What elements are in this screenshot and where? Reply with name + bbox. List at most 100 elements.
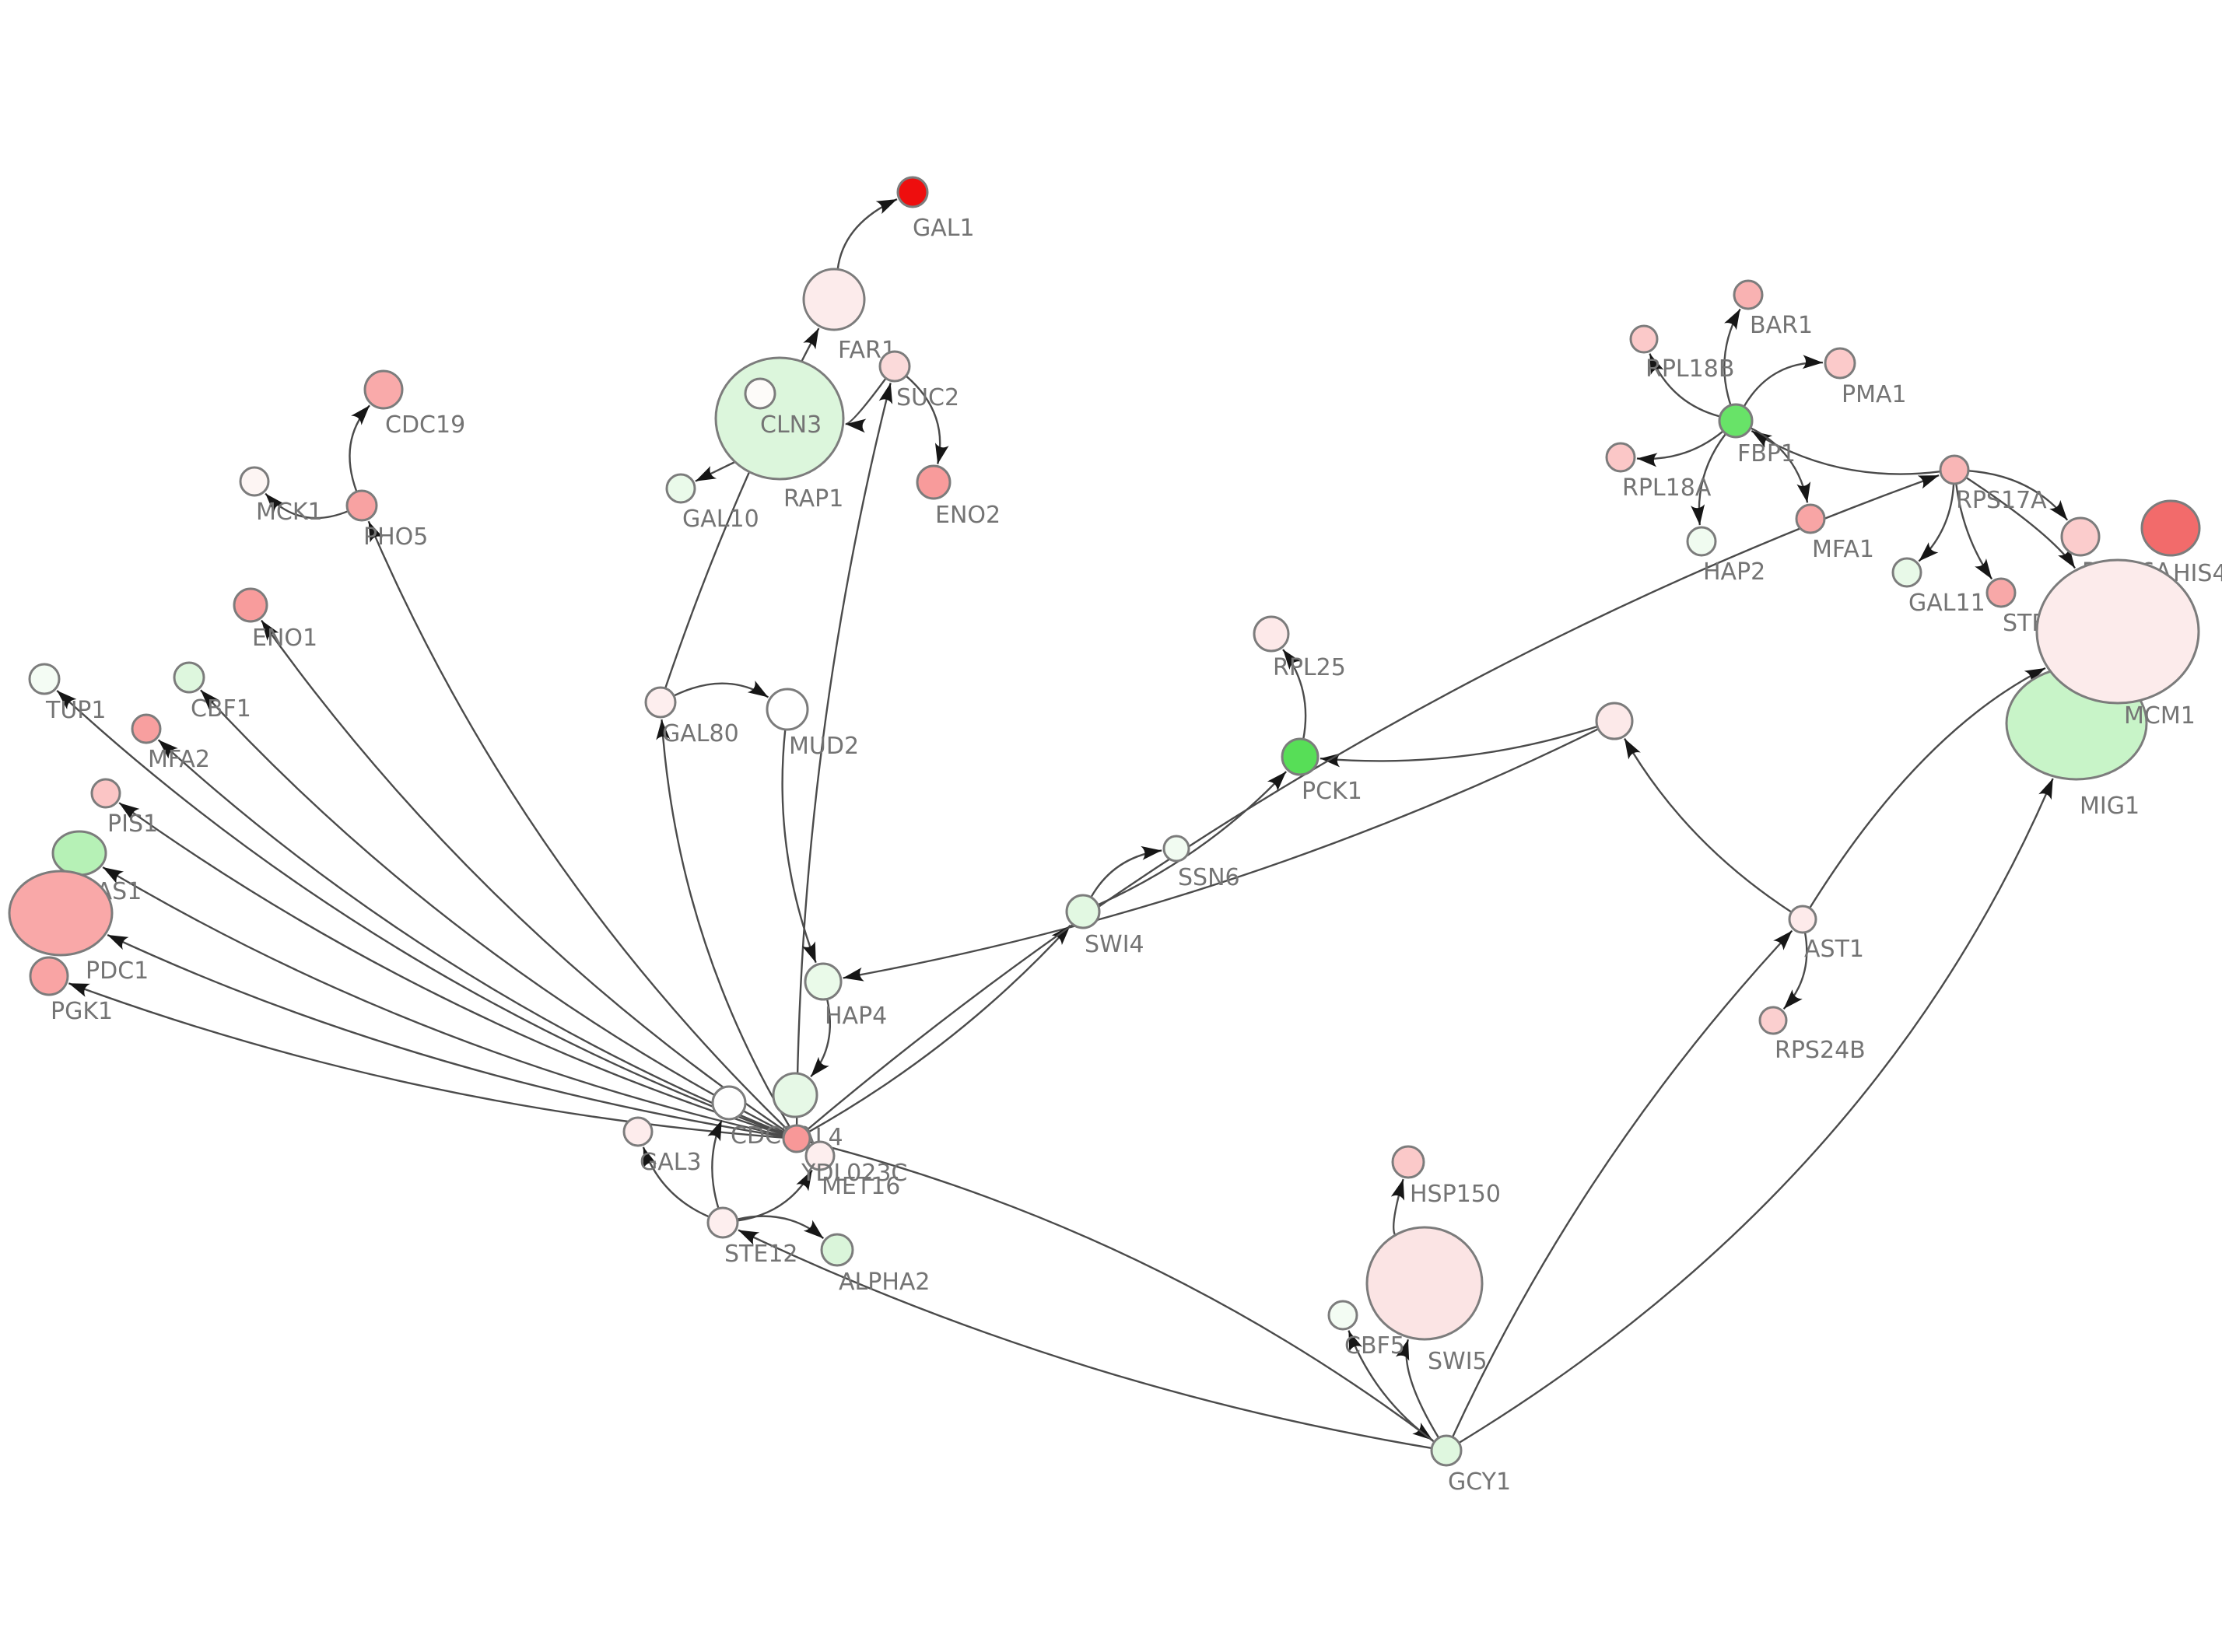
- node-circle-RPL18A[interactable]: [1605, 442, 1636, 473]
- node-MET16[interactable]: MET16: [804, 1140, 900, 1200]
- node-YDL023C[interactable]: YDL023C: [782, 1124, 907, 1187]
- node-GAL11[interactable]: GAL11: [1891, 557, 1985, 617]
- node-circle-SWI4[interactable]: [1065, 894, 1101, 929]
- edge-RPS17A-GAL11[interactable]: [1918, 483, 1955, 562]
- node-MUD2[interactable]: MUD2: [766, 688, 859, 760]
- edge-RAP1-GAL10[interactable]: [695, 460, 737, 482]
- edge-SWI4-PCK1[interactable]: [1097, 771, 1288, 906]
- node-MFA2[interactable]: MFA2: [131, 713, 210, 773]
- node-circle-AST1[interactable]: [1788, 905, 1817, 934]
- edge-YDL023C-GCY1[interactable]: [809, 1141, 1434, 1441]
- node-circle-GAL10[interactable]: [665, 473, 696, 504]
- edge-FBP1-PMA1[interactable]: [1743, 355, 1824, 408]
- node-circle-CDC19[interactable]: [363, 369, 404, 410]
- node-RPL18B[interactable]: RPL18B: [1629, 324, 1734, 383]
- edge-GCY1-CBF5[interactable]: [1348, 1330, 1435, 1443]
- edge-PHO5-MCK1[interactable]: [265, 492, 349, 520]
- edge-FBP1-MFA1[interactable]: [1750, 427, 1811, 503]
- node-circle-CDC28[interactable]: [711, 1085, 747, 1121]
- edge-STE12-GAL3[interactable]: [642, 1146, 710, 1218]
- node-circle-PMA1[interactable]: [1824, 347, 1856, 380]
- node-circle-STE2[interactable]: [1985, 577, 2017, 608]
- edge-STE12-CDC28[interactable]: [707, 1119, 723, 1209]
- node-PIS1[interactable]: PIS1: [90, 778, 158, 838]
- node-circle-SSN6[interactable]: [1162, 835, 1190, 863]
- node-circle-FAR1[interactable]: [802, 268, 866, 331]
- edge-GCY1-SWI5[interactable]: [1395, 1339, 1440, 1439]
- edge-HAP4-GAL4[interactable]: [810, 999, 832, 1078]
- node-circle-FBP1[interactable]: [1718, 403, 1754, 439]
- node-GAL1[interactable]: GAL1: [896, 176, 975, 242]
- node-RPL18A[interactable]: RPL18A: [1605, 442, 1712, 502]
- node-SWI5[interactable]: SWI5: [1365, 1226, 1488, 1375]
- node-circle-MFA1[interactable]: [1795, 503, 1826, 534]
- node-circle-PHO5[interactable]: [345, 489, 378, 522]
- node-circle-RPS17A[interactable]: [1939, 454, 1970, 485]
- node-circle-NODE_X[interactable]: [1595, 702, 1634, 740]
- node-FBP1[interactable]: FBP1: [1718, 403, 1796, 467]
- node-circle-MET16[interactable]: [804, 1140, 836, 1171]
- edge-STE12-MET16[interactable]: [737, 1169, 813, 1222]
- edge-YDL023C-CBF1[interactable]: [200, 689, 786, 1134]
- edge-YDL023C-GAL80[interactable]: [656, 719, 791, 1129]
- edge-GCY1-MIG1[interactable]: [1458, 778, 2054, 1444]
- edge-YDL023C-TUP1[interactable]: [56, 690, 785, 1136]
- edge-YDL023C-RPS17A[interactable]: [806, 474, 1940, 1131]
- node-circle-TUP1[interactable]: [28, 663, 61, 695]
- edge-RPS17A-RPL16A[interactable]: [1968, 470, 2069, 521]
- node-circle-SUC2[interactable]: [878, 350, 911, 383]
- node-PHO5[interactable]: PHO5: [345, 489, 428, 551]
- node-circle-HIS4[interactable]: [2140, 499, 2201, 557]
- node-circle-PCK1[interactable]: [1281, 737, 1320, 776]
- node-CLN3[interactable]: CLN3: [744, 377, 822, 439]
- edge-FAR1-GAL1[interactable]: [836, 198, 898, 270]
- edge-SUC2-RAP1[interactable]: [845, 377, 887, 433]
- node-PGK1[interactable]: PGK1: [29, 956, 113, 1025]
- node-circle-RPL16A[interactable]: [2060, 516, 2101, 557]
- node-RPS17A[interactable]: RPS17A: [1939, 454, 2047, 514]
- node-ALPHA2[interactable]: ALPHA2: [820, 1233, 931, 1296]
- edge-RPS17A-MCM1[interactable]: [1965, 476, 2077, 569]
- node-circle-CBF1[interactable]: [173, 661, 205, 694]
- edge-PHO5-CDC19[interactable]: [349, 404, 370, 492]
- node-circle-GAL1[interactable]: [896, 176, 929, 208]
- node-circle-ENO2[interactable]: [916, 464, 952, 500]
- node-SUC2[interactable]: SUC2: [878, 350, 959, 411]
- node-circle-MUD2[interactable]: [766, 688, 809, 731]
- node-circle-PGK1[interactable]: [29, 956, 69, 996]
- node-FAR1[interactable]: FAR1: [802, 268, 896, 364]
- node-CDC19[interactable]: CDC19: [363, 369, 465, 439]
- edge-YDL023C-RAS1[interactable]: [102, 866, 784, 1137]
- edge-AST1-NODE_X[interactable]: [1623, 737, 1793, 913]
- edge-YDL023C-PGK1[interactable]: [68, 982, 784, 1139]
- node-CBF5[interactable]: CBF5: [1327, 1300, 1405, 1360]
- node-GAL80[interactable]: GAL80: [644, 686, 739, 747]
- node-GAL3[interactable]: GAL3: [622, 1116, 702, 1176]
- node-PDC1[interactable]: PDC1: [8, 870, 149, 985]
- node-GAL10[interactable]: GAL10: [665, 473, 759, 533]
- edge-NODE_X-HAP4[interactable]: [843, 728, 1599, 982]
- edge-YDL023C-PDC1[interactable]: [107, 933, 784, 1138]
- edge-GCY1-STE12[interactable]: [738, 1229, 1432, 1450]
- node-circle-STE12[interactable]: [706, 1206, 739, 1239]
- node-circle-MFA2[interactable]: [131, 713, 162, 744]
- edge-YDL023C-SUC2[interactable]: [795, 383, 893, 1126]
- edge-SUC2-ENO2[interactable]: [905, 375, 949, 464]
- node-NODE_X[interactable]: [1595, 702, 1634, 740]
- node-circle-ALPHA2[interactable]: [820, 1233, 854, 1267]
- edge-YDL023C-PHO5[interactable]: [367, 520, 788, 1130]
- edge-FBP1-HAP2[interactable]: [1691, 432, 1727, 526]
- node-PCK1[interactable]: PCK1: [1281, 737, 1362, 805]
- node-circle-CBF5[interactable]: [1327, 1300, 1358, 1331]
- node-circle-HAP2[interactable]: [1686, 526, 1717, 557]
- edge-PCK1-RPL25[interactable]: [1282, 649, 1307, 740]
- edge-STE12-ALPHA2[interactable]: [737, 1215, 825, 1240]
- node-circle-MCM1[interactable]: [2035, 558, 2200, 705]
- node-circle-ENO1[interactable]: [233, 587, 268, 623]
- edge-SWI5-HSP150[interactable]: [1390, 1178, 1405, 1236]
- node-HIS4[interactable]: HIS4: [2140, 499, 2222, 587]
- node-circle-HSP150[interactable]: [1391, 1145, 1425, 1179]
- node-TUP1[interactable]: TUP1: [28, 663, 106, 724]
- node-ENO2[interactable]: ENO2: [916, 464, 1001, 529]
- node-circle-GAL11[interactable]: [1891, 557, 1922, 588]
